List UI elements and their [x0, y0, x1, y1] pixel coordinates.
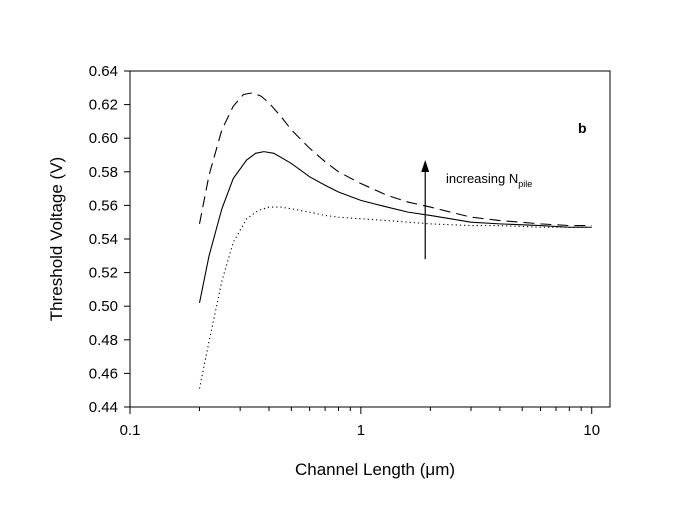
- x-axis-label: Channel Length (μm): [295, 460, 455, 479]
- series-layer: [198, 92, 592, 389]
- series-line-dashed: [198, 92, 592, 227]
- y-tick-label: 0.48: [89, 332, 118, 349]
- annotation-text: increasing Npile: [446, 171, 532, 189]
- y-tick-label: 0.60: [89, 130, 118, 147]
- plot-frame: [129, 70, 611, 408]
- y-tick-label: 0.46: [89, 365, 118, 382]
- x-tick-label: 0.1: [120, 422, 141, 439]
- panel-label: b: [578, 120, 587, 136]
- y-tick-label: 0.62: [89, 97, 118, 114]
- y-tick-label: 0.58: [89, 164, 118, 181]
- x-tick-label: 10: [583, 422, 600, 439]
- y-axis-label: Threshold Voltage (V): [47, 157, 66, 321]
- y-tick-label: 0.50: [89, 298, 118, 315]
- y-tick-label: 0.44: [89, 399, 118, 416]
- series-line-dotted: [198, 206, 592, 389]
- y-tick-label: 0.52: [89, 265, 118, 282]
- x-tick-label: 1: [357, 422, 365, 439]
- x-axis-ticks: 0.1 1 10: [120, 407, 600, 439]
- series-line-solid: [198, 151, 592, 303]
- annotation: increasing Npile: [421, 160, 532, 260]
- annotation-subscript: pile: [518, 179, 532, 189]
- y-tick-label: 0.54: [89, 231, 118, 248]
- y-tick-label: 0.64: [89, 63, 118, 80]
- y-tick-label: 0.56: [89, 197, 118, 214]
- annotation-main: increasing N: [446, 171, 518, 186]
- y-axis-ticks: 0.44 0.46 0.48 0.50 0.52 0.54 0.56 0.58 0.60 0.62…: [89, 63, 130, 416]
- increasing-arrow-head: [421, 160, 430, 173]
